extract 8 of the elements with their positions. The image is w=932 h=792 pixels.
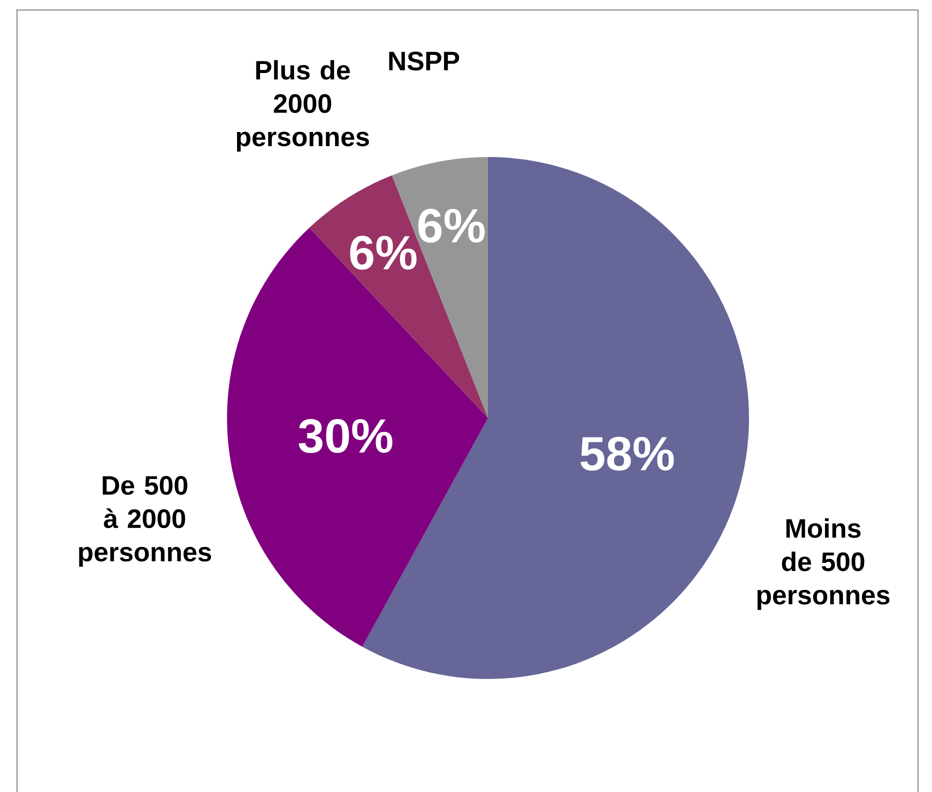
slice-label: NSPP: [389, 52, 460, 71]
slice-label: De 500 à 2000 personnes: [79, 476, 212, 567]
data-label: 58%: [580, 436, 674, 471]
data-label: 6%: [350, 236, 417, 270]
slice-label: Plus de 2000 personnes: [236, 60, 369, 152]
data-label: 30%: [298, 418, 392, 454]
slice-label: Moins de 500 personnes: [757, 518, 890, 610]
data-label: 6%: [418, 208, 485, 243]
